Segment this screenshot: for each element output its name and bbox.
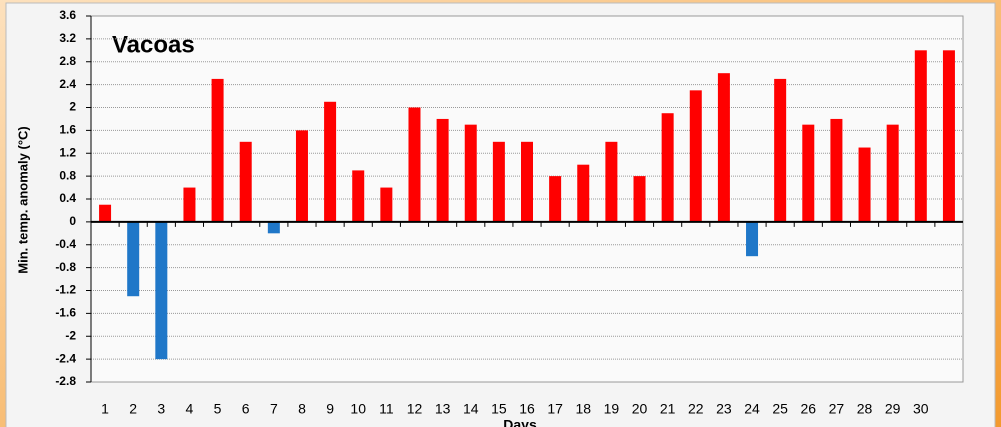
y-tick-label: 2.4: [59, 77, 76, 91]
x-tick-label: 7: [270, 401, 278, 417]
y-tick-label: -2: [65, 328, 76, 342]
bar: [155, 221, 168, 360]
x-tick-label: 28: [857, 401, 873, 417]
y-tick-label: 0.8: [59, 168, 76, 182]
bar: [942, 50, 955, 222]
bar: [661, 113, 674, 222]
bar: [99, 204, 112, 222]
x-tick-label: 19: [604, 401, 620, 417]
y-tick-label: -1.6: [55, 306, 76, 320]
bar: [746, 221, 759, 257]
bar: [295, 130, 308, 222]
bar: [830, 118, 843, 222]
x-tick-label: 8: [298, 401, 306, 417]
x-tick-label: 20: [632, 401, 648, 417]
x-tick-label: 6: [242, 401, 250, 417]
bar: [380, 187, 393, 222]
x-tick-label: 25: [772, 401, 788, 417]
x-tick-label: 1: [101, 401, 109, 417]
x-tick-label: 15: [491, 401, 507, 417]
y-tick-label: -1.2: [55, 283, 76, 297]
x-tick-label: 18: [575, 401, 591, 417]
bar: [549, 176, 562, 222]
y-tick-label: 3.6: [59, 8, 76, 22]
bar: [858, 147, 871, 222]
x-tick-label: 26: [801, 401, 817, 417]
x-tick-label: 12: [407, 401, 423, 417]
bar: [802, 124, 815, 222]
y-tick-label: 1.6: [59, 123, 76, 137]
bar: [267, 221, 280, 234]
bar: [689, 90, 702, 222]
bar: [436, 118, 449, 222]
y-tick-label: -0.4: [55, 237, 76, 251]
x-tick-label: 14: [463, 401, 479, 417]
x-tick-label: 27: [829, 401, 845, 417]
x-tick-label: 16: [519, 401, 535, 417]
y-tick-label: 3.2: [59, 31, 76, 45]
x-tick-label: 4: [186, 401, 194, 417]
y-tick-label: -2.8: [55, 374, 76, 388]
x-tick-label: 24: [744, 401, 760, 417]
bar: [239, 141, 252, 222]
x-axis-title: Days: [503, 417, 537, 427]
bar: [211, 78, 224, 222]
bar: [577, 164, 590, 222]
y-tick-label: -2.4: [55, 351, 76, 365]
bar: [914, 50, 927, 222]
y-tick-label: 2: [69, 100, 76, 114]
x-tick-label: 29: [885, 401, 901, 417]
bar: [127, 221, 140, 297]
x-tick-label: 5: [214, 401, 222, 417]
bar: [886, 124, 899, 222]
bar: [605, 141, 618, 222]
x-tick-label: 9: [326, 401, 334, 417]
x-tick-label: 22: [688, 401, 704, 417]
x-tick-label: 30: [913, 401, 929, 417]
bar: [521, 141, 533, 222]
y-tick-label: 2.8: [59, 54, 76, 68]
bar: [492, 141, 505, 222]
chart-title: Vacoas: [112, 31, 195, 58]
bar: [183, 187, 196, 222]
y-tick-label: 0.4: [59, 191, 76, 205]
x-tick-label: 13: [435, 401, 451, 417]
x-tick-label: 2: [129, 401, 137, 417]
x-tick-label: 11: [379, 401, 394, 417]
x-tick-label: 21: [660, 401, 676, 417]
bar: [408, 107, 421, 222]
bar: [352, 170, 365, 222]
y-tick-label: -0.8: [55, 260, 76, 274]
bar: [717, 73, 730, 222]
y-tick-label: 1.2: [59, 145, 76, 159]
bar: [774, 78, 787, 222]
x-tick-label: 3: [157, 401, 165, 417]
x-tick-label: 17: [547, 401, 563, 417]
bar: [324, 101, 337, 222]
y-tick-label: 0: [69, 214, 76, 228]
y-axis-title: Min. temp. anomaly (°C): [15, 126, 30, 274]
bar: [633, 176, 646, 222]
x-tick-label: 10: [350, 401, 366, 417]
bar: [464, 124, 477, 222]
x-tick-label: 23: [716, 401, 732, 417]
